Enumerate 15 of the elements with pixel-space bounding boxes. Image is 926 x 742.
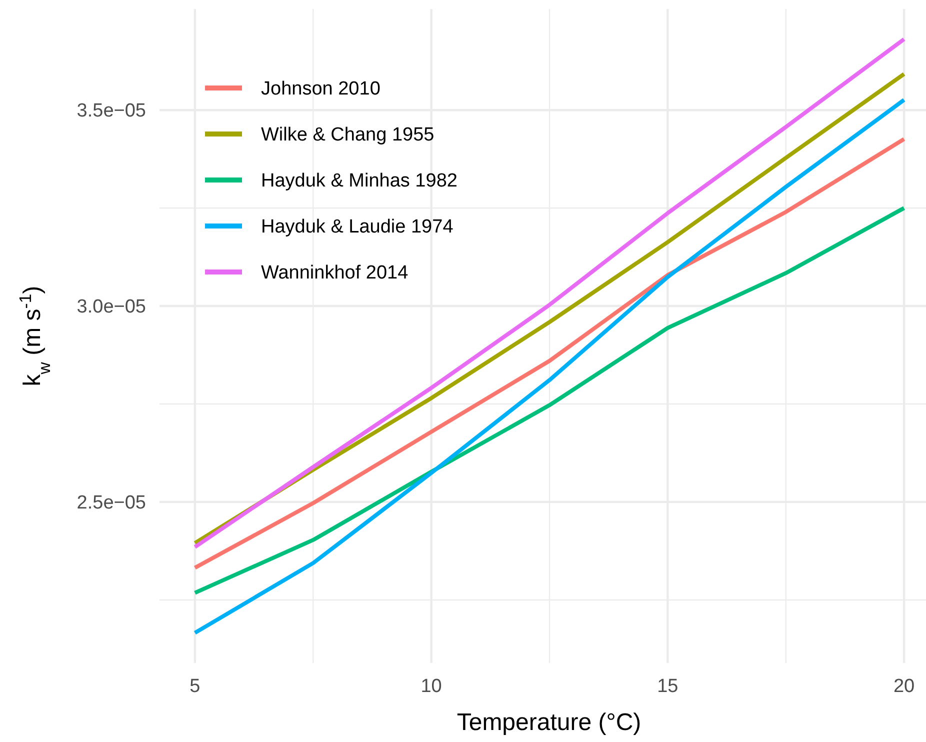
x-tick-label: 15 [657, 676, 678, 697]
x-tick-label: 20 [893, 676, 915, 697]
x-axis-title: Temperature (°C) [456, 709, 642, 736]
legend-label: Hayduk & Minhas 1982 [261, 170, 458, 192]
x-tick-label: 10 [420, 676, 442, 697]
y-tick-label: 2.5e−05 [76, 492, 146, 514]
line-series [192, 98, 906, 635]
y-tick-label: 3.5e−05 [76, 100, 146, 122]
legend-label: Wanninkhof 2014 [261, 262, 409, 284]
y-tick-label: 3.0e−05 [76, 296, 146, 318]
line-series [192, 206, 906, 595]
legend-label: Johnson 2010 [261, 78, 380, 100]
x-tick-label: 5 [190, 676, 200, 697]
legend-label: Hayduk & Laudie 1974 [261, 216, 454, 238]
legend-label: Wilke & Chang 1955 [261, 124, 434, 146]
